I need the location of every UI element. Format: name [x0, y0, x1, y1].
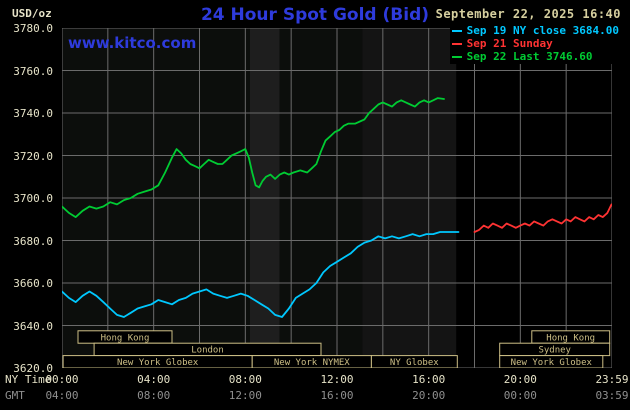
y-tick-label: 3700.0	[13, 192, 53, 205]
price-line-sep-22-last-3746-60	[62, 97, 445, 219]
legend-label: Sep 22 Last 3746.60	[466, 50, 593, 63]
x-tick-label: 23:59	[595, 373, 629, 386]
session-box-hong-kong: Hong Kong	[531, 330, 611, 344]
ny-time-axis-label: NY Time	[5, 373, 52, 386]
legend-label: Sep 19 NY close 3684.00	[466, 24, 619, 37]
x-tick-label: 20:00	[412, 389, 446, 402]
y-tick-label: 3760.0	[13, 64, 53, 78]
x-tick-label: 20:00	[503, 373, 537, 386]
x-tick-label: 12:00	[228, 389, 262, 402]
legend-dash-icon	[451, 29, 462, 32]
page-title: 24 Hour Spot Gold (Bid)	[200, 5, 430, 25]
session-box-ny-globex: NY Globex	[370, 355, 458, 368]
y-axis: 3780.0 3760.0 3740.0 3720.0 3700.0 3680.0 3660…	[0, 22, 57, 375]
legend-dash-icon	[451, 55, 462, 58]
chart-datetime: September 22, 2025 16:40	[435, 7, 621, 21]
svg-text:New York NYMEX: New York NYMEX	[274, 358, 350, 368]
x-tick-label: 00:00	[503, 389, 537, 402]
svg-text:New York Globex: New York Globex	[511, 358, 593, 368]
x-axis-gmt-ticks: 04:00 08:00 12:00 16:00 20:00 00:00 03:59	[45, 389, 628, 402]
x-axis-ny-ticks: 00:00 04:00 08:00 12:00 16:00 20:00 23:59	[45, 373, 628, 386]
x-tick-label: 04:00	[137, 373, 171, 386]
x-tick-label: 00:00	[45, 373, 79, 386]
x-tick-label: 03:59	[595, 389, 629, 402]
gmt-axis-label: GMT	[5, 389, 25, 402]
y-tick-label: 3620.0	[13, 362, 53, 375]
x-tick-label: 04:00	[45, 389, 79, 402]
svg-text:Hong Kong: Hong Kong	[101, 333, 150, 343]
svg-text:Sydney: Sydney	[538, 346, 571, 356]
legend-item-sep-21-sunday: Sep 21 Sunday	[451, 37, 619, 50]
session-box-london: London	[93, 342, 322, 357]
session-box-new-york-globex: New York Globex	[62, 355, 253, 368]
price-line-sep-21-sunday	[473, 203, 612, 233]
price-line-sep-19-ny-close-3684-00	[62, 231, 460, 318]
session-box-hong-kong: Hong Kong	[77, 330, 173, 344]
svg-text:NY Globex: NY Globex	[390, 358, 439, 368]
x-tick-label: 16:00	[320, 389, 354, 402]
gold-price-chart: Hong Kong Hong Kong London Sydney New York G…	[62, 28, 612, 368]
plot-area: Hong Kong Hong Kong London Sydney New York G…	[62, 28, 612, 368]
kitco-website-link[interactable]: www.kitco.com	[68, 34, 197, 52]
svg-text:Hong Kong: Hong Kong	[546, 333, 595, 343]
y-tick-label: 3740.0	[13, 107, 53, 120]
session-box-sydney: Sydney	[499, 342, 611, 357]
svg-text:London: London	[191, 346, 224, 356]
svg-text:New York Globex: New York Globex	[117, 358, 199, 368]
y-tick-label: 3680.0	[13, 234, 53, 248]
x-tick-label: 08:00	[137, 389, 171, 402]
legend-label: Sep 21 Sunday	[466, 37, 553, 50]
y-tick-label: 3780.0	[13, 22, 53, 35]
y-tick-label: 3720.0	[13, 149, 53, 163]
legend-dash-icon	[451, 42, 462, 45]
x-tick-label: 16:00	[412, 373, 446, 386]
x-tick-label: 12:00	[320, 373, 354, 386]
legend-item-sep-19-ny-close-3684-00: Sep 19 NY close 3684.00	[451, 24, 619, 37]
session-box-new-york-globex: New York Globex	[499, 355, 604, 368]
unit-label: USD/oz	[12, 7, 52, 20]
x-tick-label: 08:00	[228, 373, 262, 386]
legend-item-sep-22-last-3746-60: Sep 22 Last 3746.60	[451, 50, 619, 63]
y-tick-label: 3640.0	[13, 319, 53, 333]
y-tick-label: 3660.0	[13, 277, 53, 290]
session-box-new-york-nymex: New York NYMEX	[251, 355, 372, 368]
legend: Sep 19 NY close 3684.00 Sep 21 Sunday Sep …	[449, 23, 621, 64]
